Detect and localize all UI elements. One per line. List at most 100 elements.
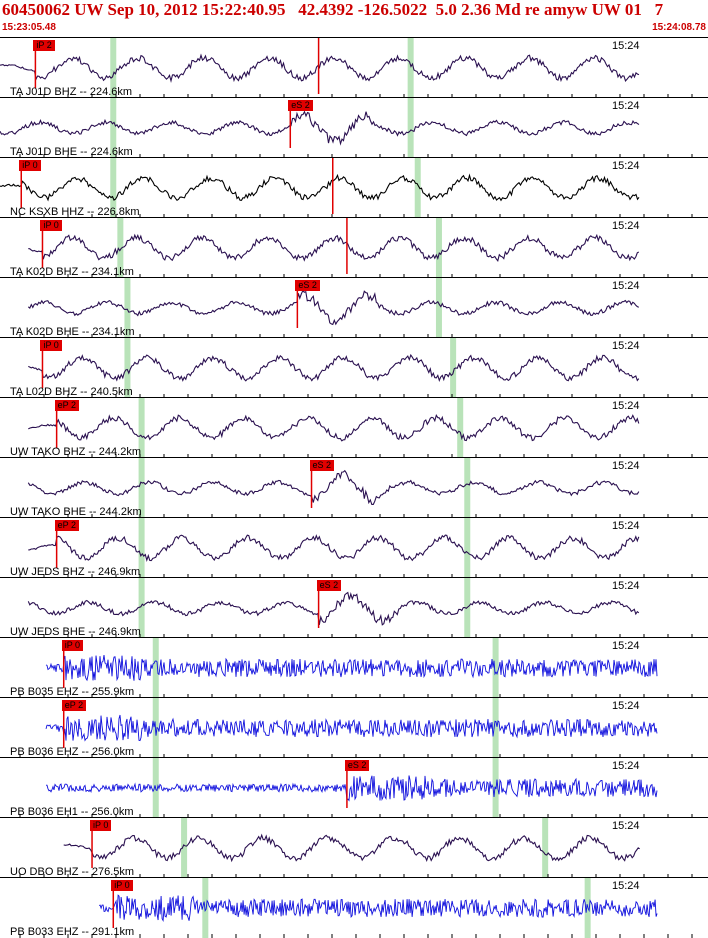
- station-label: NC KSXB HHZ -- 226.8km: [10, 206, 140, 218]
- phase-marker: [435, 218, 442, 278]
- waveform-plot: [19, 878, 693, 938]
- phase-marker: [450, 338, 457, 398]
- pick-label[interactable]: eP 2: [54, 520, 79, 531]
- phase-marker: [407, 38, 414, 98]
- station-label: UW JEDS BHE -- 246.9km: [10, 626, 141, 638]
- station-label: UW TAKO BHE -- 244.2km: [10, 506, 142, 518]
- trace-panel[interactable]: eP 2 15:24 PB B036 EHZ -- 256.0km: [0, 697, 708, 758]
- phase-marker: [152, 638, 159, 698]
- waveform-line: [46, 775, 658, 802]
- trace-panel[interactable]: eP 2 15:24 UW JEDS BHZ -- 246.9km: [0, 517, 708, 578]
- trace-panel[interactable]: iP 0 15:24 PB B035 EHZ -- 255.9km: [0, 637, 708, 698]
- trace-panel[interactable]: eS 2 15:24 TA J01D BHE -- 224.6km: [0, 97, 708, 158]
- waveform-line: [0, 173, 640, 202]
- station-label: TA K02D BHE -- 234.1km: [10, 326, 135, 338]
- waveform-plot: [0, 98, 693, 158]
- station-label: UW TAKO BHZ -- 244.2km: [10, 446, 142, 458]
- trace-panel[interactable]: iP 0 15:24 PB B033 EHZ -- 291.1km: [0, 877, 708, 938]
- trace-panel[interactable]: iP 0 15:24 TA K02D BHZ -- 234.1km: [0, 217, 708, 278]
- phase-marker: [435, 278, 442, 338]
- time-label: 15:24: [612, 880, 640, 892]
- time-label: 15:24: [612, 820, 640, 832]
- phase-marker: [492, 698, 499, 758]
- time-label: 15:24: [612, 400, 640, 412]
- time-label: 15:24: [612, 760, 640, 772]
- waveform-plot: [19, 758, 693, 818]
- pick-label[interactable]: iP 0: [40, 220, 62, 231]
- trace-stack: iP 2 15:24 TA J01D BHZ -- 224.6km eS 2 15:24…: [0, 37, 708, 938]
- station-label: PB B036 EH1 -- 256.0km: [10, 806, 134, 818]
- time-label: 15:24: [612, 220, 640, 232]
- waveform-line: [0, 53, 640, 83]
- time-label: 15:24: [612, 280, 640, 292]
- phase-marker: [464, 458, 471, 518]
- pick-label[interactable]: iP 0: [40, 340, 62, 351]
- phase-marker: [117, 218, 124, 278]
- waveform-line: [27, 591, 640, 626]
- trace-panel[interactable]: iP 0 15:24 UO DBO BHZ -- 276.5km: [0, 817, 708, 878]
- waveform-line: [27, 289, 640, 326]
- waveform-line: [28, 413, 640, 442]
- station-label: TA J01D BHZ -- 224.6km: [10, 86, 133, 98]
- pick-label[interactable]: eS 2: [316, 580, 342, 591]
- time-label: 15:24: [612, 520, 640, 532]
- start-time: 15:23:05.48: [2, 22, 56, 33]
- phase-marker: [492, 638, 499, 698]
- pick-label[interactable]: eS 2: [288, 100, 313, 111]
- pick-label[interactable]: eS 2: [295, 280, 320, 291]
- waveform-line: [28, 353, 640, 382]
- phase-marker: [110, 158, 117, 218]
- phase-marker: [181, 818, 188, 878]
- phase-marker: [457, 398, 464, 458]
- pick-label[interactable]: iP 0: [19, 160, 41, 171]
- trace-panel[interactable]: iP 2 15:24 TA J01D BHZ -- 224.6km: [0, 37, 708, 98]
- phase-marker: [464, 518, 471, 578]
- phase-marker: [138, 518, 145, 578]
- pick-label[interactable]: iP 2: [33, 40, 55, 51]
- time-label: 15:24: [612, 340, 640, 352]
- waveform-line: [0, 110, 640, 146]
- trace-panel[interactable]: eP 2 15:24 UW TAKO BHZ -- 244.2km: [0, 397, 708, 458]
- time-label: 15:24: [612, 40, 640, 52]
- time-label: 15:24: [612, 640, 640, 652]
- phase-marker: [414, 158, 421, 218]
- phase-marker: [407, 98, 414, 158]
- pick-label[interactable]: iP 0: [61, 640, 84, 651]
- waveform-line: [28, 534, 640, 562]
- station-label: TA J01D BHE -- 224.6km: [10, 146, 133, 158]
- waveform-line: [27, 469, 640, 505]
- pick-label[interactable]: iP 0: [111, 880, 133, 891]
- trace-panel[interactable]: iP 0 15:24 TA L02D BHZ -- 240.5km: [0, 337, 708, 398]
- time-label: 15:24: [612, 700, 640, 712]
- end-time: 15:24:08.78: [652, 22, 706, 33]
- station-label: PB B036 EHZ -- 256.0km: [10, 746, 135, 758]
- trace-panel[interactable]: eS 2 15:24 PB B036 EH1 -- 256.0km: [0, 757, 708, 818]
- station-label: TA K02D BHZ -- 234.1km: [10, 266, 134, 278]
- pick-label[interactable]: iP 0: [90, 820, 112, 831]
- time-label: 15:24: [612, 580, 640, 592]
- trace-panel[interactable]: eS 2 15:24 TA K02D BHE -- 234.1km: [0, 277, 708, 338]
- phase-marker: [110, 98, 117, 158]
- pick-label[interactable]: eP 2: [61, 700, 87, 711]
- header-bar: 60450062 UW Sep 10, 2012 15:22:40.95 42.…: [0, 0, 708, 37]
- time-label: 15:24: [612, 160, 640, 172]
- station-label: PB B033 EHZ -- 291.1km: [10, 926, 135, 938]
- trace-panel[interactable]: eS 2 15:24 UW TAKO BHE -- 244.2km: [0, 457, 708, 518]
- station-label: UO DBO BHZ -- 276.5km: [10, 866, 135, 878]
- station-label: TA L02D BHZ -- 240.5km: [10, 386, 133, 398]
- pick-label[interactable]: eS 2: [309, 460, 335, 471]
- waveform-line: [98, 894, 658, 922]
- pick-label[interactable]: eS 2: [344, 760, 370, 771]
- station-label: UW JEDS BHZ -- 246.9km: [10, 566, 141, 578]
- phase-marker: [138, 458, 145, 518]
- event-title: 60450062 UW Sep 10, 2012 15:22:40.95 42.…: [2, 0, 664, 19]
- time-label: 15:24: [612, 100, 640, 112]
- phase-marker: [124, 338, 131, 398]
- trace-panel[interactable]: iP 0 15:24 NC KSXB HHZ -- 226.8km: [0, 157, 708, 218]
- pick-label[interactable]: eP 2: [54, 400, 79, 411]
- trace-panel[interactable]: eS 2 15:24 UW JEDS BHE -- 246.9km: [0, 577, 708, 638]
- waveform-plot: [19, 458, 693, 518]
- phase-marker: [138, 398, 145, 458]
- phase-marker: [138, 578, 145, 638]
- phase-marker: [110, 38, 117, 98]
